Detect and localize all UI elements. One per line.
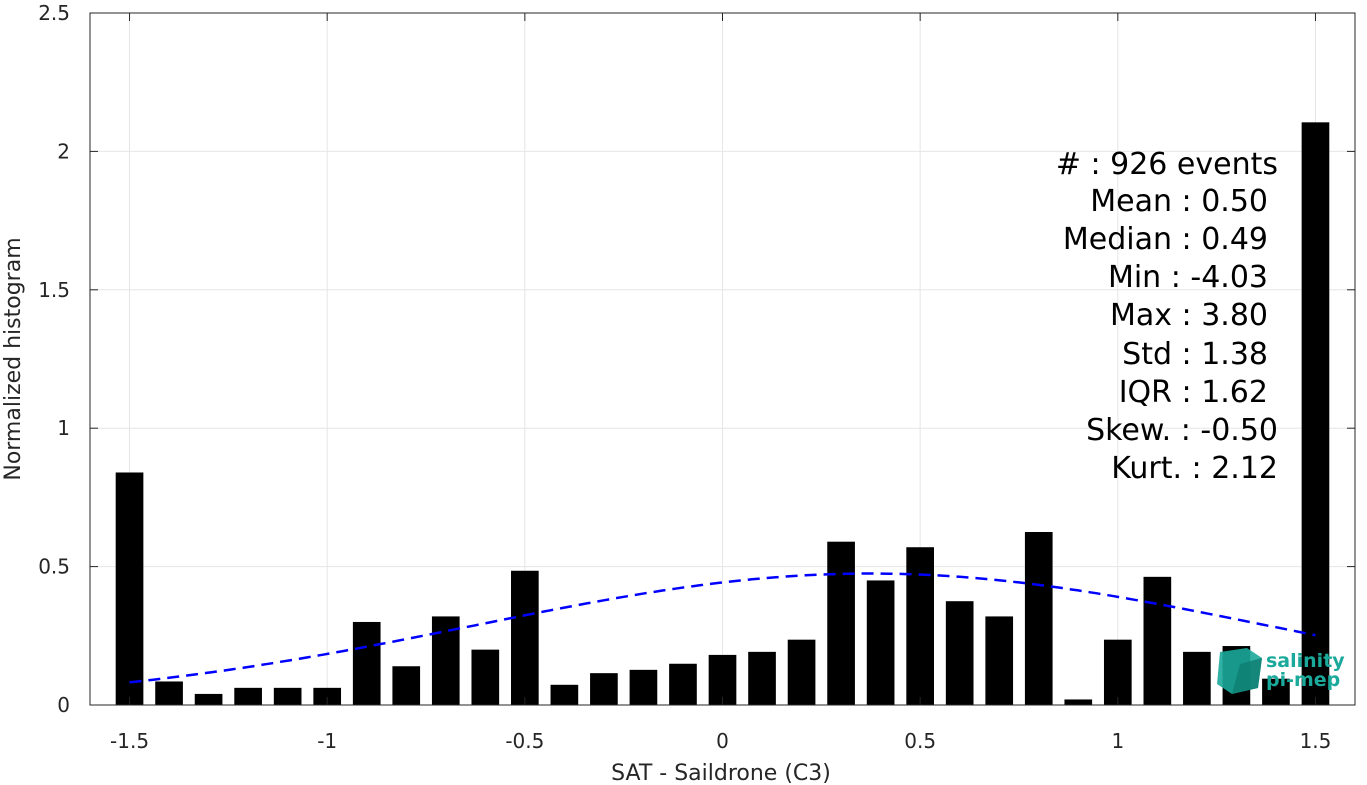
x-tick-label-3: 0 — [716, 729, 729, 753]
stat-count: # : 926 events — [1056, 147, 1278, 182]
histogram-bar-10 — [511, 570, 539, 705]
histogram-bar-4 — [273, 687, 302, 705]
y-tick-label-2: 1 — [57, 416, 70, 440]
histogram-bar-23 — [1024, 532, 1053, 705]
histogram-bar-13 — [629, 669, 658, 705]
x-tick-label-1: -1 — [317, 729, 337, 753]
stat-kurt: Kurt. : 2.12 — [1111, 451, 1278, 486]
x-tick-label-5: 1 — [1111, 729, 1124, 753]
histogram-bar-24 — [1064, 699, 1093, 705]
tick-labels: -1.5 -1 -0.5 0 0.5 1 1.5 0 0.5 1 1.5 2 2.5 — [38, 1, 1331, 753]
histogram-bar-6 — [352, 621, 381, 705]
histogram-bar-22 — [985, 616, 1014, 705]
logo-line1: salinity — [1266, 650, 1345, 672]
salinity-pimep-logo: salinity pi-mep — [1217, 648, 1345, 694]
x-tick-label-2: -0.5 — [505, 729, 544, 753]
stat-iqr: IQR : 1.62 — [1119, 375, 1268, 410]
gaussian-fit — [129, 572, 1316, 684]
histogram-bar-27 — [1183, 651, 1211, 705]
x-tick-label-6: 1.5 — [1300, 729, 1332, 753]
histogram-bar-19 — [866, 580, 895, 705]
axes — [89, 12, 1356, 706]
stat-mean: Mean : 0.50 — [1090, 184, 1268, 219]
stat-max: Max : 3.80 — [1110, 298, 1268, 333]
stat-median: Median : 0.49 — [1063, 222, 1268, 257]
histogram-bar-26 — [1143, 576, 1172, 705]
stats-box: # : 926 events Mean : 0.50 Median : 0.49… — [1056, 147, 1278, 486]
histogram-bar-1 — [155, 681, 183, 705]
histogram-bar-21 — [945, 601, 974, 705]
x-axis-label: SAT - Saildrone (C3) — [611, 761, 831, 785]
histogram-bar-5 — [313, 687, 342, 705]
histogram-bar-0 — [115, 472, 144, 705]
x-tick-label-0: -1.5 — [110, 729, 149, 753]
histogram-bar-11 — [550, 684, 579, 705]
x-tick-label-4: 0.5 — [904, 729, 936, 753]
histogram-bar-2 — [194, 693, 223, 705]
stat-std: Std : 1.38 — [1122, 337, 1268, 372]
histogram-bar-7 — [392, 666, 421, 705]
histogram-bar-15 — [708, 654, 737, 705]
logo-cube-shade — [1232, 658, 1262, 694]
histogram-bars — [115, 122, 1330, 705]
histogram-bar-29 — [1262, 678, 1290, 705]
histogram-bar-25 — [1103, 639, 1132, 705]
histogram-bar-3 — [234, 687, 262, 705]
y-tick-label-5: 2.5 — [38, 1, 70, 25]
gaussian-fit-curve — [129, 572, 1316, 684]
histogram-bar-20 — [906, 547, 934, 705]
histogram-bar-16 — [748, 651, 776, 705]
y-tick-label-4: 2 — [57, 139, 70, 163]
y-tick-label-0: 0 — [57, 693, 70, 717]
histogram-bar-18 — [827, 541, 855, 705]
stat-skew: Skew. : -0.50 — [1086, 413, 1278, 448]
histogram-bar-17 — [787, 639, 816, 705]
y-tick-label-1: 0.5 — [38, 555, 70, 579]
histogram-bar-9 — [471, 649, 500, 705]
y-axis-label: Normalized histogram — [1, 237, 26, 480]
histogram-bar-12 — [590, 673, 618, 705]
logo-line2: pi-mep — [1266, 669, 1340, 691]
y-tick-label-3: 1.5 — [38, 278, 70, 302]
stat-min: Min : -4.03 — [1108, 260, 1268, 295]
histogram-bar-14 — [669, 663, 697, 705]
histogram-bar-8 — [431, 616, 460, 705]
histogram-bar-30 — [1301, 122, 1330, 705]
